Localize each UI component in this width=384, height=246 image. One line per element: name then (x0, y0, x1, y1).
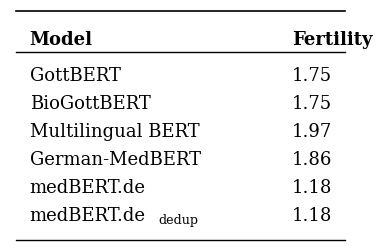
Text: BioGottBERT: BioGottBERT (30, 95, 151, 113)
Text: Model: Model (30, 31, 93, 48)
Text: medBERT.de: medBERT.de (30, 207, 146, 225)
Text: Fertility: Fertility (292, 31, 372, 48)
Text: 1.86: 1.86 (292, 151, 332, 169)
Text: 1.97: 1.97 (292, 123, 332, 141)
Text: German-MedBERT: German-MedBERT (30, 151, 201, 169)
Text: 1.18: 1.18 (292, 207, 332, 225)
Text: 1.18: 1.18 (292, 179, 332, 197)
Text: Multilingual BERT: Multilingual BERT (30, 123, 199, 141)
Text: GottBERT: GottBERT (30, 67, 121, 85)
Text: medBERT.de: medBERT.de (30, 179, 146, 197)
Text: 1.75: 1.75 (292, 67, 332, 85)
Text: dedup: dedup (158, 214, 198, 227)
Text: 1.75: 1.75 (292, 95, 332, 113)
